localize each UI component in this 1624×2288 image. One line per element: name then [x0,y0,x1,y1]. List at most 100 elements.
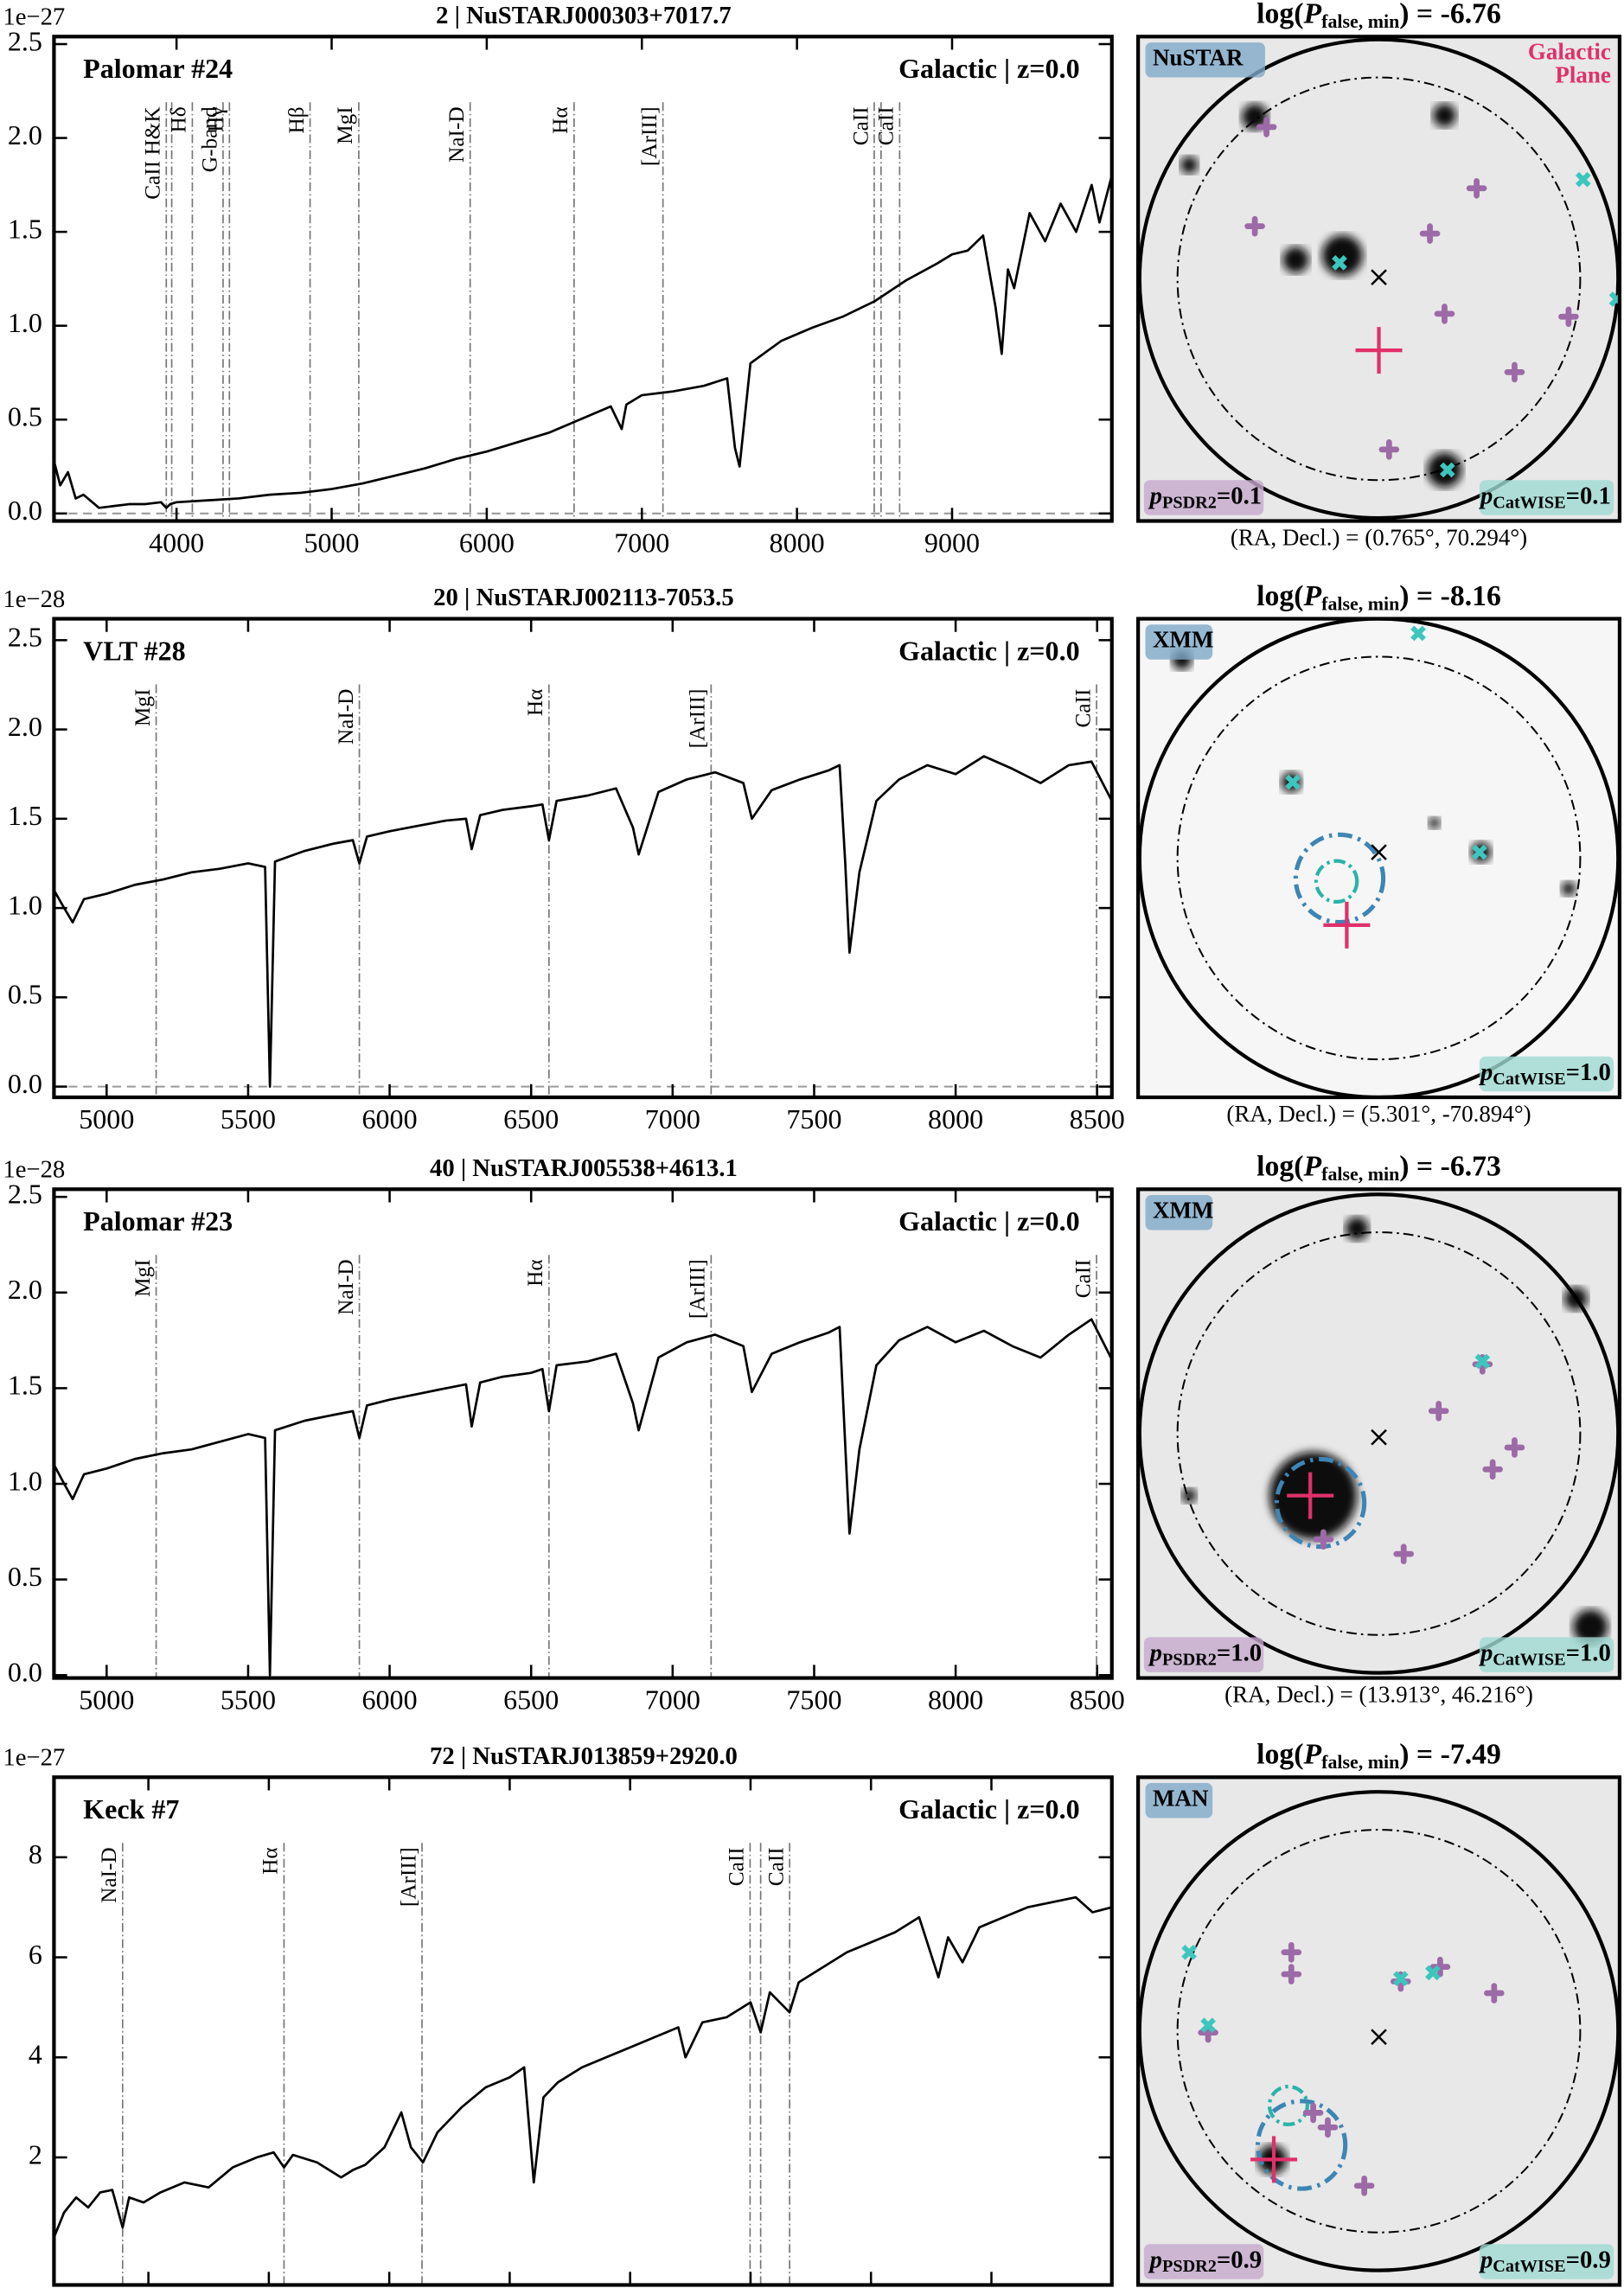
y-tick-label: 2 [29,2138,42,2170]
subscript: CatWISE [1493,493,1565,512]
value: =1.0 [1566,1058,1611,1086]
inner-circle [1176,655,1582,1061]
image-frame [1136,1187,1622,1680]
title-pre: log( [1256,1150,1303,1182]
spectral-line-label: Hγ [204,106,228,131]
catwise-prob: pCatWISE=1.0 [1478,1058,1611,1089]
y-tick-label: 6 [29,1939,42,1970]
image-frame [1136,617,1622,1100]
source-blob [1181,1488,1197,1504]
galactic-plane-label: Plane [1555,62,1610,88]
y-tick-label: 0.5 [8,401,42,432]
spectral-line-label: CaII H&K [141,106,165,200]
psdr2-badge [1143,2244,1264,2279]
spectral-line-label: Hα [523,1259,547,1287]
catwise-badge [1479,1056,1614,1092]
y-tick-label: 1.5 [8,213,42,244]
spectral-line-label: MgI [131,689,155,727]
x-tick-label: 8500 [1070,1103,1125,1134]
image-title: log(Pfalse, min) = -6.73 [1256,1150,1501,1185]
catwise-prob: pCatWISE=0.9 [1478,2246,1611,2276]
x-tick-label: 6000 [459,527,515,559]
y-tick-label: 0.0 [8,495,42,526]
inner-circle [1176,1829,1582,2234]
image-content [1138,1189,1620,1678]
psdr2-prob: pPSDR2=0.1 [1148,482,1263,512]
spectral-line-label: G-band [197,106,221,172]
catwise-marker [1425,1965,1441,1981]
y-tick-label: 2.0 [8,711,42,742]
psdr2-marker [1558,306,1579,328]
spectral-line-label: NaI-D [97,1847,121,1903]
x-tick-label: 6000 [362,1103,418,1134]
optical-cross [1355,327,1403,374]
source-label: VLT #28 [83,635,185,666]
x-tick-label: 9000 [924,527,980,559]
title-post: ) = -7.49 [1399,1738,1501,1770]
axis-multiplier: 1e−27 [3,1744,65,1772]
spectrum-line [53,175,1114,509]
spectral-line-label: Hα [548,106,572,134]
spectral-line-label: CaII [1071,1259,1095,1298]
title-post: ) = -6.76 [1399,0,1501,29]
title-sym: P [1303,1150,1322,1182]
symbol: p [1478,1639,1493,1666]
xray-position [1371,1428,1387,1446]
image-panel: XMM pCatWISE=1.0 log(Pfalse, min) = -8.16 (… [1136,580,1622,1127]
x-tick-label: 4000 [149,527,204,559]
psdr2-marker [1317,2117,1339,2138]
spectral-line-label: [ArIII] [637,106,662,166]
x-tick-label: 7500 [786,1684,841,1716]
catwise-badge [1479,1637,1614,1672]
image-bg [1138,618,1620,1098]
title-sub: false, min [1321,1751,1399,1773]
psdr2-marker [1244,215,1265,237]
catwise-marker [1472,844,1487,860]
badge-bg [1145,42,1265,78]
xray-position [1371,844,1387,860]
psdr2-marker [1302,2102,1324,2124]
y-tick-label: 2.5 [8,25,42,56]
spectrum-line [53,1318,1113,1677]
spectral-line-label: NaI-D [334,1259,358,1315]
class-label: Galactic | z=0.0 [898,1793,1080,1825]
badge-bg [1145,1783,1213,1818]
x-tick-label: 7000 [645,1103,700,1134]
title-pre: log( [1256,0,1303,29]
x-tick-label: 8000 [928,1684,983,1716]
image-title: log(Pfalse, min) = -7.49 [1256,1738,1501,1773]
source-blob [1432,103,1456,127]
y-tick-label: 1.0 [8,1465,42,1496]
spectrum-panel: 72 | NuSTARJ013859+2920.0 1e−27 NaI-D Hα [Ar… [3,1742,1114,2287]
galactic-plane-label: Galactic [1528,39,1611,65]
source-blob [1572,1609,1608,1645]
badge-label: XMM [1153,1197,1213,1223]
source-blob [1428,817,1441,829]
catwise-prob: pCatWISE=0.1 [1478,482,1611,512]
xray-position [1371,269,1387,286]
image-title: log(Pfalse, min) = -8.16 [1256,580,1501,615]
x-tick-label: 7000 [645,1684,700,1716]
spectrum-line [53,755,1113,1088]
subscript: CatWISE [1493,1069,1565,1088]
title-post: ) = -8.16 [1399,580,1501,612]
class-label: Galactic | z=0.0 [898,1205,1080,1237]
spectral-line-label: CaII [848,106,873,145]
class-label: Galactic | z=0.0 [898,635,1080,666]
image-frame [1136,35,1622,523]
source-blob [1282,246,1309,273]
spectral-line-label: Hα [523,689,547,717]
axis-multiplier: 1e−28 [3,585,65,613]
y-tick-label: 2.5 [8,622,42,653]
catwise-marker [1608,291,1620,307]
source-blob [1345,1217,1369,1241]
error-circle-small [1267,2084,1309,2126]
symbol: p [1148,482,1162,509]
y-tick-label: 2.0 [8,1274,42,1305]
y-tick-label: 1.5 [8,800,42,831]
psdr2-marker [1434,304,1455,324]
spectrum-panel: 20 | NuSTARJ002113-7053.5 1e−28 MgI NaI-D Hα… [3,584,1124,1134]
y-tick-label: 0.0 [8,1657,42,1688]
